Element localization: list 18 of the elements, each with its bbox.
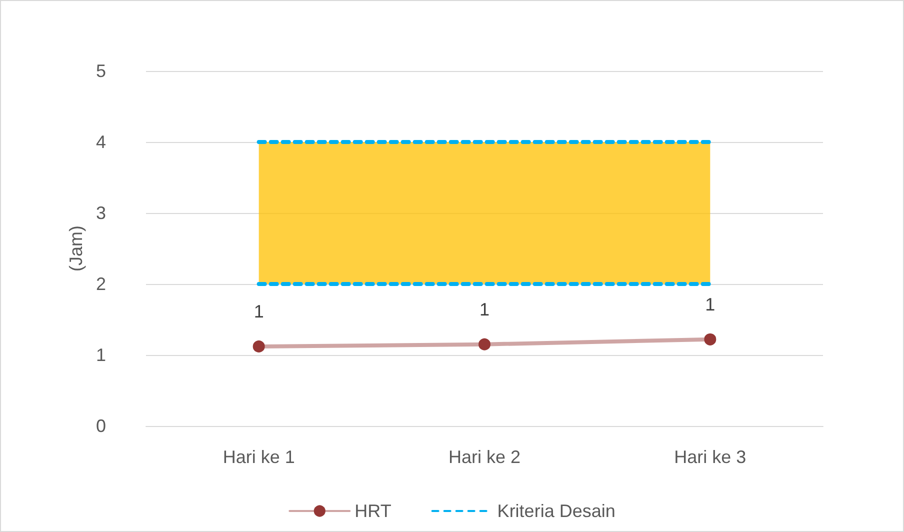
point	[478, 338, 490, 350]
y-tick-label: 2	[96, 274, 106, 294]
y-tick-label: 3	[96, 203, 106, 223]
data-label: 1	[479, 299, 490, 320]
y-tick-label: 0	[96, 416, 106, 436]
x-tick-label: Hari ke 3	[674, 447, 746, 467]
x-tick-label: Hari ke 1	[222, 447, 295, 467]
legend-label: HRT	[354, 501, 392, 521]
y-axis-title: (Jam)	[66, 226, 86, 272]
y-tick-label: 4	[96, 132, 106, 152]
point	[252, 340, 265, 352]
x-tick-label: Hari ke 2	[448, 447, 521, 467]
data-label: 1	[254, 301, 264, 322]
data-label: 1	[705, 294, 716, 314]
point	[704, 333, 716, 346]
legend-label: Kriteria Desain	[497, 501, 616, 521]
y-tick-label: 1	[96, 345, 106, 365]
y-tick-label: 5	[96, 61, 106, 81]
